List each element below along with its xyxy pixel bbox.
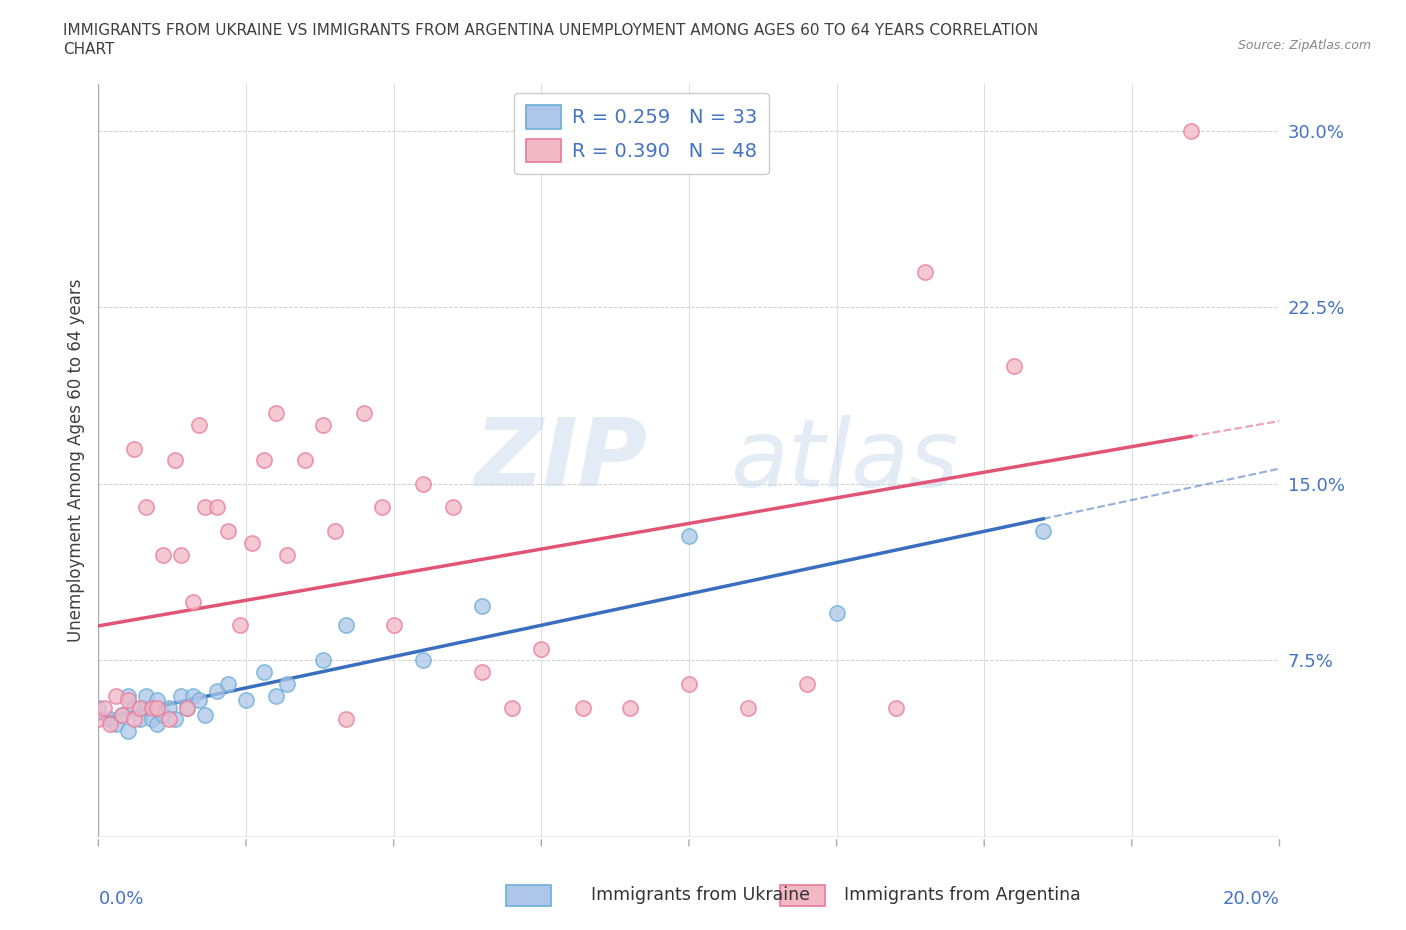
Point bbox=[412, 476, 434, 491]
Point bbox=[146, 717, 169, 732]
Point bbox=[382, 618, 405, 632]
Point bbox=[105, 688, 128, 703]
Text: IMMIGRANTS FROM UKRAINE VS IMMIGRANTS FROM ARGENTINA UNEMPLOYMENT AMONG AGES 60 : IMMIGRANTS FROM UKRAINE VS IMMIGRANTS FR… bbox=[63, 23, 1039, 38]
Text: atlas: atlas bbox=[730, 415, 959, 506]
Point bbox=[181, 594, 204, 609]
Point bbox=[678, 528, 700, 543]
Point bbox=[111, 707, 134, 722]
Text: ZIP: ZIP bbox=[475, 415, 648, 506]
Point bbox=[111, 707, 134, 722]
Point bbox=[157, 700, 180, 715]
Point bbox=[122, 711, 145, 726]
Point bbox=[170, 547, 193, 562]
Point bbox=[276, 547, 298, 562]
Point bbox=[98, 717, 121, 732]
Point bbox=[884, 700, 907, 715]
Text: Immigrants from Argentina: Immigrants from Argentina bbox=[844, 885, 1080, 904]
Point bbox=[122, 441, 145, 456]
Point bbox=[571, 700, 593, 715]
Point bbox=[176, 700, 198, 715]
Point bbox=[253, 665, 276, 680]
Point bbox=[135, 688, 157, 703]
Point bbox=[335, 618, 357, 632]
Point bbox=[217, 524, 239, 538]
Point bbox=[264, 688, 287, 703]
Point bbox=[471, 665, 494, 680]
Point bbox=[187, 693, 209, 708]
Legend: R = 0.259   N = 33, R = 0.390   N = 48: R = 0.259 N = 33, R = 0.390 N = 48 bbox=[515, 93, 769, 174]
Point bbox=[253, 453, 276, 468]
Point bbox=[335, 711, 357, 726]
Point bbox=[128, 700, 150, 715]
Point bbox=[353, 405, 375, 420]
Point bbox=[141, 700, 163, 715]
Point bbox=[135, 500, 157, 515]
Point bbox=[1180, 124, 1202, 139]
Point bbox=[737, 700, 759, 715]
Point bbox=[240, 536, 263, 551]
Point bbox=[264, 405, 287, 420]
Point bbox=[205, 684, 228, 698]
Text: 0.0%: 0.0% bbox=[98, 890, 143, 908]
Point bbox=[117, 724, 139, 738]
Point bbox=[1002, 359, 1025, 374]
Y-axis label: Unemployment Among Ages 60 to 64 years: Unemployment Among Ages 60 to 64 years bbox=[66, 279, 84, 642]
Text: 20.0%: 20.0% bbox=[1223, 890, 1279, 908]
Point bbox=[128, 711, 150, 726]
Point bbox=[165, 711, 187, 726]
Point bbox=[93, 700, 115, 715]
Point bbox=[117, 688, 139, 703]
Point bbox=[176, 700, 198, 715]
Point bbox=[205, 500, 228, 515]
Point bbox=[146, 693, 169, 708]
Point bbox=[194, 707, 217, 722]
Point bbox=[170, 688, 193, 703]
Point bbox=[796, 676, 818, 691]
Point bbox=[122, 700, 145, 715]
Point bbox=[678, 676, 700, 691]
Point bbox=[1032, 524, 1054, 538]
Point bbox=[294, 453, 316, 468]
Point bbox=[276, 676, 298, 691]
Point bbox=[187, 418, 209, 432]
Point bbox=[501, 700, 523, 715]
Point bbox=[135, 700, 157, 715]
Point bbox=[157, 711, 180, 726]
Text: CHART: CHART bbox=[63, 42, 115, 57]
Point bbox=[371, 500, 394, 515]
Point bbox=[98, 711, 121, 726]
Point bbox=[530, 642, 553, 657]
Point bbox=[825, 606, 848, 621]
Point bbox=[87, 700, 110, 715]
Point bbox=[146, 700, 169, 715]
Point bbox=[412, 653, 434, 668]
Point bbox=[105, 717, 128, 732]
Point bbox=[194, 500, 217, 515]
Point bbox=[152, 547, 174, 562]
Point bbox=[117, 693, 139, 708]
Point bbox=[471, 599, 494, 614]
Point bbox=[181, 688, 204, 703]
Point bbox=[235, 693, 257, 708]
Point bbox=[312, 418, 335, 432]
Point bbox=[152, 707, 174, 722]
Point bbox=[165, 453, 187, 468]
Point bbox=[229, 618, 252, 632]
Point bbox=[87, 711, 110, 726]
Text: Source: ZipAtlas.com: Source: ZipAtlas.com bbox=[1237, 39, 1371, 52]
Text: Immigrants from Ukraine: Immigrants from Ukraine bbox=[591, 885, 810, 904]
Point bbox=[141, 711, 163, 726]
Point bbox=[323, 524, 346, 538]
Point bbox=[619, 700, 641, 715]
Point bbox=[312, 653, 335, 668]
Point bbox=[914, 264, 936, 279]
Point bbox=[441, 500, 464, 515]
Point bbox=[217, 676, 239, 691]
